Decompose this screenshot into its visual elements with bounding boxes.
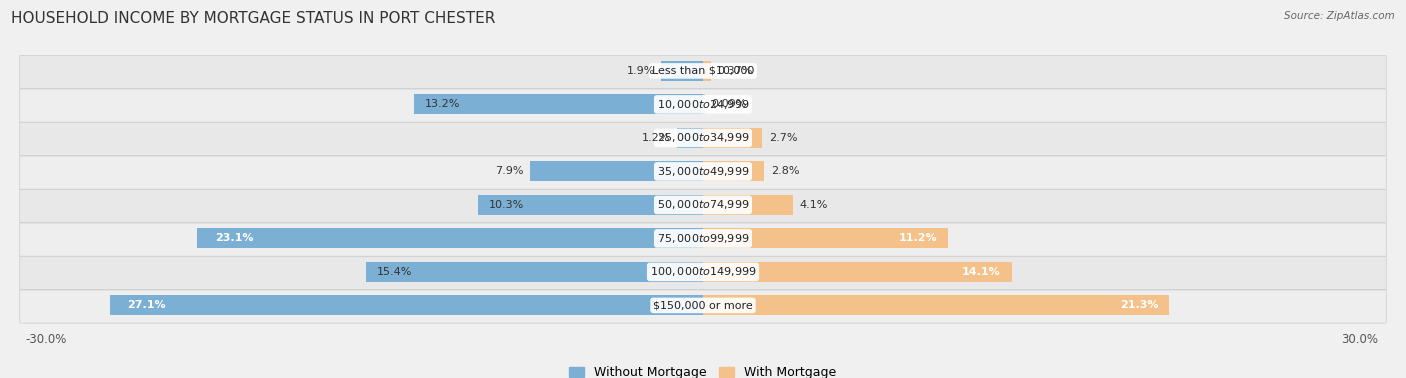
Bar [703,195,793,215]
Bar [366,262,703,282]
FancyBboxPatch shape [20,89,1386,122]
Text: 11.2%: 11.2% [898,233,938,243]
FancyBboxPatch shape [20,257,1386,290]
FancyBboxPatch shape [20,156,1386,189]
Bar [703,161,765,181]
Text: 1.2%: 1.2% [641,133,671,143]
Text: 7.9%: 7.9% [495,166,523,177]
Text: 27.1%: 27.1% [128,301,166,310]
Bar [478,195,703,215]
Text: 0.09%: 0.09% [711,99,747,109]
FancyBboxPatch shape [20,189,1386,223]
FancyBboxPatch shape [20,122,1386,156]
Bar [197,228,703,248]
FancyBboxPatch shape [20,290,1386,323]
FancyBboxPatch shape [20,223,1386,256]
Text: Source: ZipAtlas.com: Source: ZipAtlas.com [1284,11,1395,21]
Text: 2.8%: 2.8% [770,166,800,177]
Bar [530,161,703,181]
Text: 1.9%: 1.9% [627,66,655,76]
Bar [703,94,704,115]
Text: $35,000 to $49,999: $35,000 to $49,999 [657,165,749,178]
Legend: Without Mortgage, With Mortgage: Without Mortgage, With Mortgage [564,361,842,378]
Bar [661,61,703,81]
Text: $100,000 to $149,999: $100,000 to $149,999 [650,265,756,279]
Text: Less than $10,000: Less than $10,000 [652,66,754,76]
Bar [676,128,703,148]
Text: 10.3%: 10.3% [488,200,524,210]
Text: 15.4%: 15.4% [377,267,412,277]
Bar [703,262,1011,282]
Text: $75,000 to $99,999: $75,000 to $99,999 [657,232,749,245]
Bar [703,128,762,148]
Text: 23.1%: 23.1% [215,233,253,243]
Text: $25,000 to $34,999: $25,000 to $34,999 [657,132,749,144]
Text: 4.1%: 4.1% [799,200,828,210]
Text: $150,000 or more: $150,000 or more [654,301,752,310]
Bar [703,295,1170,316]
Bar [703,61,711,81]
Text: $50,000 to $74,999: $50,000 to $74,999 [657,198,749,211]
Text: 13.2%: 13.2% [425,99,460,109]
Text: 21.3%: 21.3% [1119,301,1159,310]
Text: 14.1%: 14.1% [962,267,1001,277]
Bar [703,228,948,248]
Text: HOUSEHOLD INCOME BY MORTGAGE STATUS IN PORT CHESTER: HOUSEHOLD INCOME BY MORTGAGE STATUS IN P… [11,11,496,26]
Text: 2.7%: 2.7% [769,133,797,143]
Bar [415,94,703,115]
Bar [110,295,703,316]
Text: 0.37%: 0.37% [717,66,754,76]
Text: $10,000 to $24,999: $10,000 to $24,999 [657,98,749,111]
FancyBboxPatch shape [20,56,1386,89]
